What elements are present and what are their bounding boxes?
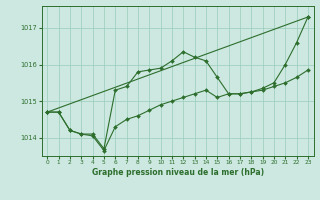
X-axis label: Graphe pression niveau de la mer (hPa): Graphe pression niveau de la mer (hPa) <box>92 168 264 177</box>
